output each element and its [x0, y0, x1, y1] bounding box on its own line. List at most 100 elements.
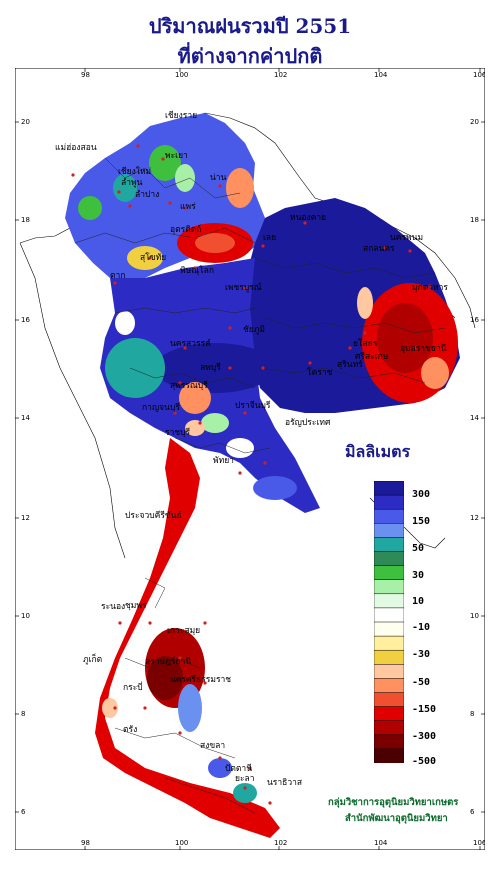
color-legend [374, 481, 404, 763]
place-label: อุบลราชธานี [400, 343, 447, 354]
axis-ticks [15, 68, 485, 850]
legend-swatch [374, 706, 404, 722]
x-tick-label: 104 [374, 71, 388, 79]
station-markers [71, 144, 432, 805]
place-label: พิษณุโลก [180, 265, 214, 276]
y-tick-label: 16 [470, 316, 479, 324]
y-tick-label: 10 [21, 612, 30, 620]
place-label: ยะลา [235, 774, 255, 784]
place-label: ตรัง [123, 725, 137, 735]
x-tick-label: 102 [274, 839, 287, 847]
x-tick-label: 98 [81, 839, 90, 847]
y-tick-label: 20 [470, 118, 479, 126]
x-tick-label: 104 [374, 839, 388, 847]
map-title: ปริมาณฝนรวมปี 2551 [148, 14, 352, 38]
y-tick-labels-right: 20 18 16 14 12 10 8 6 [470, 118, 479, 816]
place-label: สุโขทัย [140, 252, 166, 263]
legend-swatch [374, 635, 404, 651]
legend-swatch [374, 720, 404, 736]
legend-swatch [374, 579, 404, 595]
x-tick-label: 100 [175, 71, 188, 79]
place-label: สงขลา [200, 741, 225, 751]
place-label: ระนอง [101, 602, 125, 612]
y-tick-label: 14 [470, 414, 479, 422]
place-label: เชียงใหม่ [118, 166, 151, 177]
legend-swatch [374, 523, 404, 538]
legend-swatch [374, 593, 404, 609]
place-label: แม่ฮ่องสอน [55, 143, 97, 153]
legend-label: -150 [412, 704, 437, 715]
rainfall-surface [65, 113, 460, 838]
legend-swatch [374, 537, 404, 553]
place-labels: เชียงราย แม่ฮ่องสอน พะเยา เชียงใหม่ ลำพู… [55, 110, 448, 788]
place-label: ราชบุรี [165, 427, 191, 438]
legend-swatch [374, 678, 404, 694]
legend-swatch [374, 748, 404, 763]
rainfall-anomaly-map: 98 100 102 104 106 98 100 102 104 106 20… [15, 68, 485, 850]
place-label: โคราช [307, 367, 333, 378]
x-tick-label: 100 [175, 839, 188, 847]
legend-swatch [374, 494, 404, 510]
y-tick-label: 10 [470, 612, 479, 620]
legend-swatch [374, 508, 404, 524]
x-tick-label: 102 [274, 71, 287, 79]
y-tick-label: 12 [470, 514, 479, 522]
place-label: หนองคาย [290, 213, 326, 223]
y-tick-label: 18 [470, 216, 479, 224]
legend-swatch [374, 649, 404, 665]
legend-swatch [374, 692, 404, 708]
place-label: ลำพูน [121, 178, 143, 188]
place-label: นราธิวาส [267, 778, 303, 788]
map-subtitle: ที่ต่างจากค่าปกติ [177, 44, 323, 68]
place-label: เพชรบูรณ์ [225, 282, 262, 293]
place-label: อุตรดิตถ์ [170, 224, 201, 235]
place-label: พะเยา [165, 151, 188, 161]
y-tick-label: 14 [21, 414, 30, 422]
place-label: นครพนม [390, 233, 423, 243]
province-borders [74, 157, 446, 814]
place-label: นครศรีธรรมราช [170, 674, 231, 685]
place-label: สุรินทร์ [337, 359, 363, 370]
place-label: เชียงราย [165, 110, 197, 121]
place-label: ยโสธร [353, 338, 378, 349]
legend-label: 30 [412, 570, 425, 581]
x-tick-labels-bottom: 98 100 102 104 106 [81, 839, 485, 847]
legend-swatch [374, 481, 404, 496]
place-label: ปราจีนบุรี [235, 400, 271, 411]
place-label: สุราษฎร์ธานี [145, 656, 191, 667]
place-label: นครสวรรค์ [170, 338, 211, 349]
place-label: ประจวบคีรีขันธ์ [125, 510, 182, 521]
place-label: อรัญประเทศ [285, 418, 331, 428]
place-label: สุพรรณบุรี [170, 380, 208, 391]
place-label: ศรีสะเกษ [355, 351, 389, 362]
y-tick-label: 6 [21, 808, 26, 816]
legend-label: -50 [412, 677, 431, 688]
legend-title: มิลลิเมตร [345, 442, 411, 461]
legend-label: -30 [412, 649, 431, 660]
x-tick-label: 98 [81, 71, 90, 79]
legend-swatch [374, 551, 404, 567]
place-label: กาญจนบุรี [142, 402, 180, 413]
legend-label: -300 [412, 731, 437, 742]
place-label: ปัตตานี [225, 763, 252, 774]
legend-swatch [374, 621, 404, 637]
y-tick-labels-left: 20 18 16 14 12 10 8 6 [21, 118, 30, 816]
place-label: ตาก [110, 271, 125, 281]
credit-line-2: สำนักพัฒนาอุตุนิยมวิทยา [345, 813, 448, 824]
legend-label: 50 [412, 543, 425, 554]
place-label: ลำปาง [135, 190, 159, 200]
y-tick-label: 12 [21, 514, 30, 522]
x-tick-labels-top: 98 100 102 104 106 [81, 71, 485, 79]
legend-label: 10 [412, 596, 425, 607]
legend-label: -500 [412, 756, 437, 767]
y-tick-label: 18 [21, 216, 30, 224]
legend-label: 300 [412, 489, 431, 500]
place-label: เลย [263, 233, 276, 243]
legend-swatch [374, 664, 404, 679]
y-tick-label: 20 [21, 118, 30, 126]
legend-label: -10 [412, 622, 431, 633]
place-label: แพร่ [180, 202, 196, 212]
place-label: ภูเก็ต [83, 653, 102, 665]
credit-line-1: กลุ่มวิชาการอุตุนิยมวิทยาเกษตร [328, 797, 459, 808]
place-label: เกาะสมุย [167, 626, 200, 636]
